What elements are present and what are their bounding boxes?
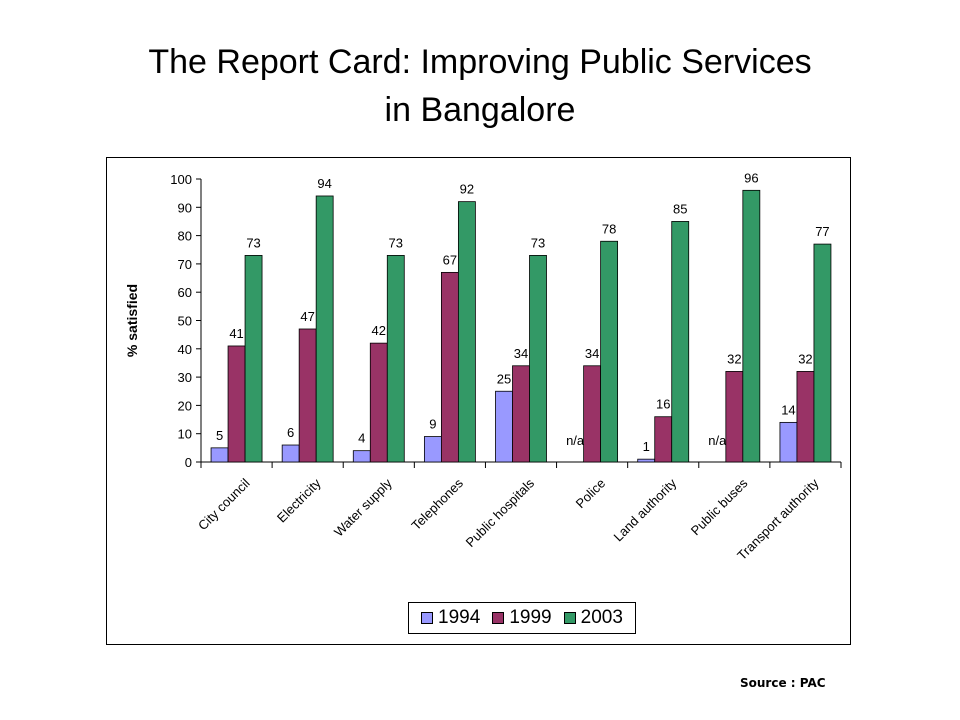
- x-category-label: Land authority: [610, 475, 679, 544]
- data-label-2003: 85: [673, 201, 687, 216]
- data-label-1999: 16: [656, 397, 670, 412]
- legend-swatch-2003: [563, 612, 576, 624]
- data-label-1994: n/a: [708, 433, 727, 448]
- data-label-2003: 73: [389, 235, 403, 250]
- bar-1994: [281, 444, 300, 463]
- source-note: Source : PAC: [740, 676, 826, 690]
- y-tick-label: 60: [178, 285, 192, 300]
- bar-2003: [813, 243, 832, 463]
- data-label-2003: 96: [744, 170, 758, 185]
- data-label-1999: 34: [514, 346, 528, 361]
- y-tick-label: 80: [178, 229, 192, 244]
- data-label-1994: 4: [358, 431, 365, 446]
- y-tick-label: 50: [178, 314, 192, 329]
- legend-item-2003: 2003: [563, 607, 623, 629]
- data-label-1999: 34: [585, 346, 599, 361]
- bar-1999: [227, 345, 246, 463]
- data-label-1994: n/a: [566, 433, 585, 448]
- data-label-1999: 32: [727, 351, 741, 366]
- data-label-2003: 77: [815, 224, 829, 239]
- bar-1999: [725, 371, 744, 463]
- legend-item-1999: 1999: [492, 607, 552, 629]
- chart-legend: 1994 1999 2003: [408, 602, 636, 634]
- bar-2003: [244, 255, 263, 463]
- bar-1994: [423, 436, 442, 463]
- y-tick-label: 100: [170, 172, 192, 187]
- y-tick-label: 10: [178, 427, 192, 442]
- y-tick-label: 90: [178, 200, 192, 215]
- data-label-2003: 73: [531, 235, 545, 250]
- x-category-label: Electricity: [274, 475, 324, 525]
- title-line-1: The Report Card: Improving Public Servic…: [148, 43, 812, 81]
- legend-item-1994: 1994: [421, 607, 480, 629]
- bar-2003: [315, 195, 334, 463]
- bar-2003: [600, 240, 619, 463]
- bar-1994: [210, 447, 229, 463]
- title-line-2: in Bangalore: [384, 91, 576, 129]
- y-axis-title: % satisfied: [124, 284, 140, 357]
- legend-label-1994: 1994: [438, 607, 481, 628]
- data-label-1999: 67: [443, 252, 457, 267]
- bar-1994: [779, 421, 798, 463]
- bar-1999: [369, 342, 388, 463]
- bar-1999: [654, 416, 673, 463]
- legend-swatch-1994: [421, 612, 434, 624]
- data-label-2003: 73: [246, 235, 260, 250]
- legend-swatch-1999: [492, 612, 505, 624]
- data-label-1999: 47: [300, 309, 314, 324]
- data-label-1994: 6: [287, 425, 294, 440]
- bar-1999: [796, 371, 815, 463]
- data-label-1994: 25: [497, 371, 511, 386]
- y-tick-label: 70: [178, 257, 192, 272]
- bar-2003: [671, 221, 690, 463]
- slide-title: The Report Card: Improving Public Servic…: [60, 38, 900, 134]
- bar-1999: [512, 365, 530, 463]
- legend-label-1999: 1999: [509, 607, 552, 628]
- x-category-label: Public buses: [688, 475, 751, 538]
- bar-1999: [440, 271, 459, 463]
- bar-2003: [742, 189, 761, 463]
- bar-2003: [529, 255, 547, 463]
- data-label-1999: 42: [372, 323, 386, 338]
- y-tick-label: 20: [178, 398, 192, 413]
- bar-2003: [386, 255, 405, 463]
- y-tick-label: 0: [185, 455, 192, 470]
- data-label-2003: 92: [460, 182, 474, 197]
- legend-label-2003: 2003: [580, 607, 623, 628]
- bar-1999: [298, 328, 317, 463]
- data-label-1999: 32: [798, 351, 812, 366]
- x-category-label: Public hospitals: [463, 475, 538, 550]
- x-category-label: Police: [573, 476, 609, 512]
- data-label-2003: 94: [317, 176, 331, 191]
- x-category-label: City council: [195, 475, 253, 533]
- bar-1994: [352, 450, 371, 463]
- bar-1994: [637, 458, 656, 463]
- y-tick-label: 40: [178, 342, 192, 357]
- data-label-1994: 14: [781, 402, 795, 417]
- data-label-1994: 5: [216, 428, 223, 443]
- data-label-1994: 1: [643, 439, 650, 454]
- data-label-2003: 78: [602, 221, 616, 236]
- data-label-1994: 9: [429, 417, 436, 432]
- bar-1994: [495, 390, 513, 463]
- x-category-label: Telephones: [408, 475, 466, 533]
- bar-2003: [457, 201, 476, 463]
- bar-1999: [583, 365, 602, 463]
- data-label-1999: 41: [229, 326, 243, 341]
- y-tick-label: 30: [178, 370, 192, 385]
- x-category-label: Water supply: [331, 475, 395, 539]
- chart-frame: 0 10 20 30 40 50 60 70 80 90 100% satisfied 5 41 73 Ci…: [106, 157, 851, 645]
